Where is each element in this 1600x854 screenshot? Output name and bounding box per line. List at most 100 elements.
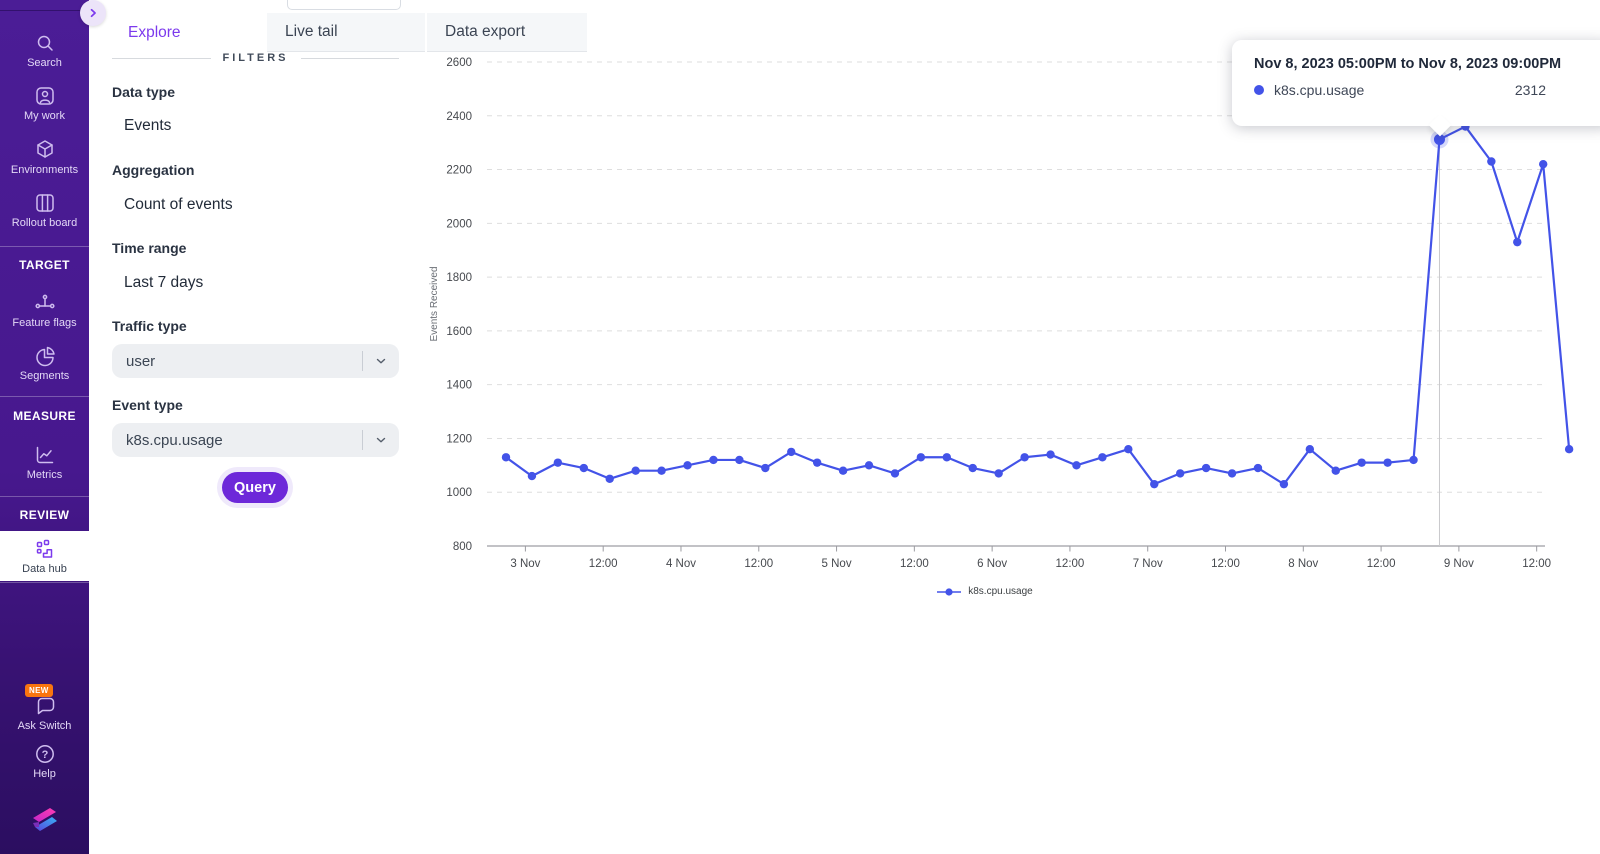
tab-bar: Explore Live tail Data export [110, 13, 589, 52]
tooltip-series-row: k8s.cpu.usage 2312 [1232, 82, 1600, 98]
line-chart-icon [36, 446, 53, 464]
svg-text:12:00: 12:00 [744, 558, 773, 570]
query-button[interactable]: Query [222, 472, 288, 503]
series-color-dot [1254, 85, 1264, 95]
tab-explore[interactable]: Explore [110, 13, 265, 52]
sidebar-item-label: My work [24, 110, 65, 122]
event-type-select[interactable]: k8s.cpu.usage [112, 423, 399, 457]
svg-text:3 Nov: 3 Nov [510, 558, 540, 570]
pie-chart-icon [35, 346, 55, 367]
svg-text:12:00: 12:00 [1522, 558, 1551, 570]
sidebar-item-segments[interactable]: Segments [0, 344, 89, 383]
tab-live-tail[interactable]: Live tail [267, 13, 425, 52]
sidebar-divider [0, 582, 89, 583]
sidebar-divider [0, 396, 89, 397]
data-type-label: Data type [112, 84, 176, 100]
sidebar-item-my-work[interactable]: My work [0, 84, 89, 123]
sidebar-section-measure: MEASURE [13, 409, 76, 423]
svg-text:12:00: 12:00 [900, 558, 929, 570]
sidebar-section-target: TARGET [19, 258, 70, 272]
svg-text:12:00: 12:00 [1367, 558, 1396, 570]
svg-text:?: ? [41, 749, 48, 761]
search-icon [37, 35, 53, 51]
sidebar-item-environments[interactable]: Environments [0, 138, 89, 177]
sidebar-item-feature-flags[interactable]: Feature flags [0, 291, 89, 330]
sidebar-divider [0, 496, 89, 497]
svg-text:2000: 2000 [446, 218, 472, 230]
svg-text:4 Nov: 4 Nov [666, 558, 696, 570]
sidebar-item-label: Ask Switch [17, 720, 72, 732]
svg-text:1400: 1400 [446, 380, 472, 392]
filters-heading: FILTERS [112, 52, 400, 64]
legend-series-label: k8s.cpu.usage [968, 586, 1033, 597]
svg-text:8 Nov: 8 Nov [1288, 558, 1318, 570]
traffic-type-select[interactable]: user [112, 344, 399, 378]
svg-text:9 Nov: 9 Nov [1444, 558, 1474, 570]
svg-text:12:00: 12:00 [589, 558, 618, 570]
sidebar-item-help[interactable]: ? Help [0, 742, 89, 781]
svg-text:1200: 1200 [446, 433, 472, 445]
tooltip-time-range: Nov 8, 2023 05:00PM to Nov 8, 2023 09:00… [1232, 40, 1600, 72]
tooltip-series-name: k8s.cpu.usage [1274, 82, 1365, 98]
help-icon: ? [35, 745, 54, 763]
svg-text:2200: 2200 [446, 165, 472, 177]
new-badge: NEW [25, 684, 53, 697]
sidebar-item-label: Metrics [26, 469, 63, 481]
event-type-label: Event type [112, 397, 183, 413]
traffic-type-selected-value: user [126, 352, 156, 370]
sidebar-item-metrics[interactable]: Metrics [0, 443, 89, 482]
aggregation-label: Aggregation [112, 162, 195, 178]
chat-bubble-icon [37, 697, 54, 715]
data-type-value: Events [124, 117, 172, 134]
sidebar-item-label: Rollout board [11, 217, 78, 229]
data-hub-icon [36, 539, 52, 558]
sidebar-divider [0, 246, 89, 247]
chevron-down-icon [363, 354, 399, 368]
divider-line [300, 57, 400, 59]
sidebar: Search My work Environments Rollout boar… [0, 0, 106, 854]
sidebar-item-data-hub[interactable]: Data hub [0, 531, 89, 581]
svg-text:7 Nov: 7 Nov [1133, 558, 1163, 570]
sidebar-item-search[interactable]: Search [0, 31, 89, 70]
chevron-down-icon [363, 433, 399, 447]
svg-text:5 Nov: 5 Nov [822, 558, 852, 570]
svg-text:1000: 1000 [446, 487, 472, 499]
event-type-selected-value: k8s.cpu.usage [126, 431, 223, 449]
brand-logo[interactable] [0, 800, 89, 842]
traffic-type-label: Traffic type [112, 318, 187, 334]
sidebar-item-label: Segments [19, 370, 70, 382]
legend-marker-icon [937, 587, 962, 596]
svg-text:Events Received: Events Received [429, 266, 440, 341]
svg-text:2600: 2600 [446, 57, 472, 69]
divider-line [112, 57, 211, 59]
tab-data-export[interactable]: Data export [427, 13, 587, 52]
columns-icon [35, 194, 54, 212]
top-clipped-dropdown[interactable] [287, 0, 401, 10]
sidebar-expand-button[interactable] [80, 0, 106, 26]
feature-flags-icon [34, 294, 55, 309]
svg-text:12:00: 12:00 [1056, 558, 1085, 570]
sidebar-item-label: Environments [10, 164, 79, 176]
select-divider [362, 351, 363, 371]
svg-text:12:00: 12:00 [1211, 558, 1240, 570]
time-range-value: Last 7 days [124, 274, 204, 291]
svg-text:2400: 2400 [446, 111, 472, 123]
events-line-chart[interactable]: 800 1000 1200 1400 1600 1800 2000 2200 2400 2600 E… [420, 40, 1580, 615]
svg-text:1600: 1600 [446, 326, 472, 338]
chevron-right-icon [90, 8, 96, 18]
cube-icon [36, 140, 53, 158]
sidebar-item-label: Help [33, 768, 56, 780]
sidebar-section-review: REVIEW [19, 508, 70, 522]
sidebar-item-rollout-board[interactable]: Rollout board [0, 191, 89, 230]
chart-tooltip: Nov 8, 2023 05:00PM to Nov 8, 2023 09:00… [1232, 40, 1600, 137]
sidebar-item-ask-switch[interactable]: NEW Ask Switch [0, 684, 89, 733]
sidebar-top-divider [0, 10, 89, 11]
tooltip-series-value: 2312 [1514, 82, 1546, 98]
sidebar-item-label: Data hub [22, 563, 67, 575]
aggregation-value: Count of events [124, 196, 233, 213]
select-divider [362, 430, 363, 450]
sidebar-item-label: Search [27, 57, 62, 69]
sidebar-item-label: Feature flags [12, 317, 77, 329]
switch-logo-icon [32, 808, 57, 831]
